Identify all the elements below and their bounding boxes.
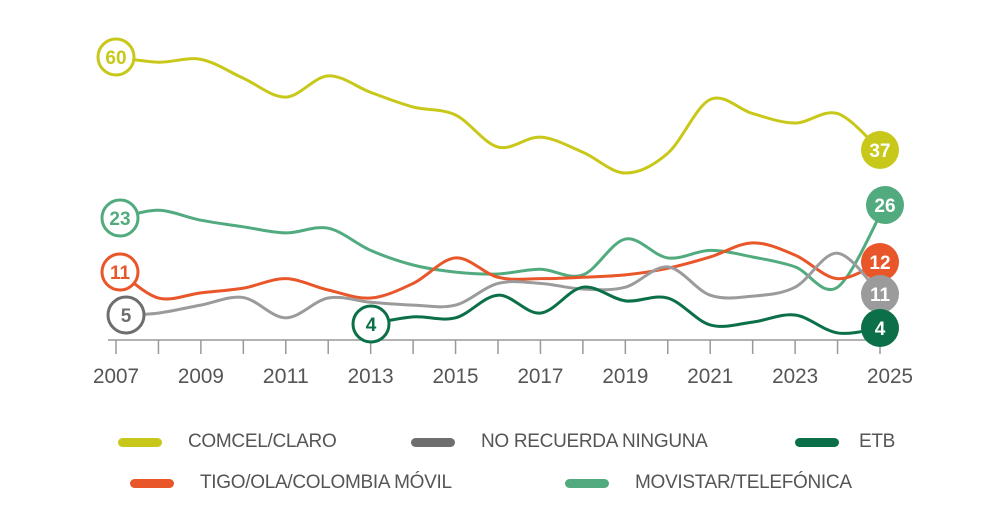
legend-swatch xyxy=(118,437,162,447)
x-tick-label: 2015 xyxy=(433,365,479,388)
end-value-label: 37 xyxy=(869,141,890,162)
series-line-1 xyxy=(118,203,887,291)
end-label-circle xyxy=(861,131,899,169)
start-value-label: 4 xyxy=(366,315,377,336)
legend-item-movistar: MOVISTAR/TELEFÓNICA xyxy=(565,471,852,495)
x-tick-label: 2009 xyxy=(178,365,224,388)
legend-item-comcel: COMCEL/CLARO xyxy=(118,430,337,454)
x-axis: 2007 2009 2011 2013 2015 2017 2019 2021 2023 2025 xyxy=(93,339,913,388)
end-label-circle xyxy=(861,275,899,313)
x-tick-label: 2011 xyxy=(263,365,309,388)
series-lines xyxy=(114,55,887,335)
series-line-3 xyxy=(124,251,882,320)
value-labels: 60 37 23 26 11 12 5 11 4 4 xyxy=(96,37,904,347)
line-chart: 2007 2009 2011 2013 2015 2017 2019 2021 2023 2025… xyxy=(93,37,913,388)
start-value-label: 11 xyxy=(110,263,131,284)
x-tick-label: 2013 xyxy=(348,365,394,388)
series-line-0 xyxy=(114,55,882,175)
start-label-circle xyxy=(351,304,391,344)
x-tick-label: 2017 xyxy=(517,365,563,388)
end-label-circle xyxy=(861,243,899,281)
series-line-4 xyxy=(369,285,882,335)
legend-label: MOVISTAR/TELEFÓNICA xyxy=(635,472,852,493)
end-value-label: 11 xyxy=(870,285,891,306)
end-label-circle xyxy=(866,186,904,224)
start-label-circle xyxy=(106,295,146,335)
end-value-label: 4 xyxy=(875,319,886,340)
legend-swatch xyxy=(795,437,839,447)
legend-item-tigo: TIGO/OLA/COLOMBIA MÓVIL xyxy=(130,471,452,495)
legend-swatch xyxy=(565,478,609,488)
start-label-circle xyxy=(100,198,140,238)
end-value-label: 26 xyxy=(874,196,895,217)
legend-label: TIGO/OLA/COLOMBIA MÓVIL xyxy=(200,472,452,493)
x-tick-label: 2023 xyxy=(772,365,818,388)
start-label-circle xyxy=(96,37,136,77)
legend-swatch xyxy=(130,478,174,488)
start-value-label: 5 xyxy=(121,306,132,327)
legend-item-no-recuerda: NO RECUERDA NINGUNA xyxy=(411,430,708,454)
legend-label: ETB xyxy=(859,431,896,452)
end-value-label: 12 xyxy=(869,253,890,274)
start-value-label: 60 xyxy=(105,48,126,69)
x-tick-label: 2025 xyxy=(867,365,913,388)
series-line-2 xyxy=(118,241,882,301)
end-label-circle xyxy=(861,309,899,347)
legend-label: COMCEL/CLARO xyxy=(188,431,337,452)
x-tick-label: 2021 xyxy=(687,365,733,388)
legend-swatch xyxy=(411,437,455,447)
x-tick-label: 2019 xyxy=(602,365,648,388)
start-label-circle xyxy=(100,252,140,292)
legend-item-etb: ETB xyxy=(795,430,895,454)
x-tick-label: 2007 xyxy=(93,365,139,388)
start-value-label: 23 xyxy=(109,209,130,230)
legend-label: NO RECUERDA NINGUNA xyxy=(481,431,708,452)
